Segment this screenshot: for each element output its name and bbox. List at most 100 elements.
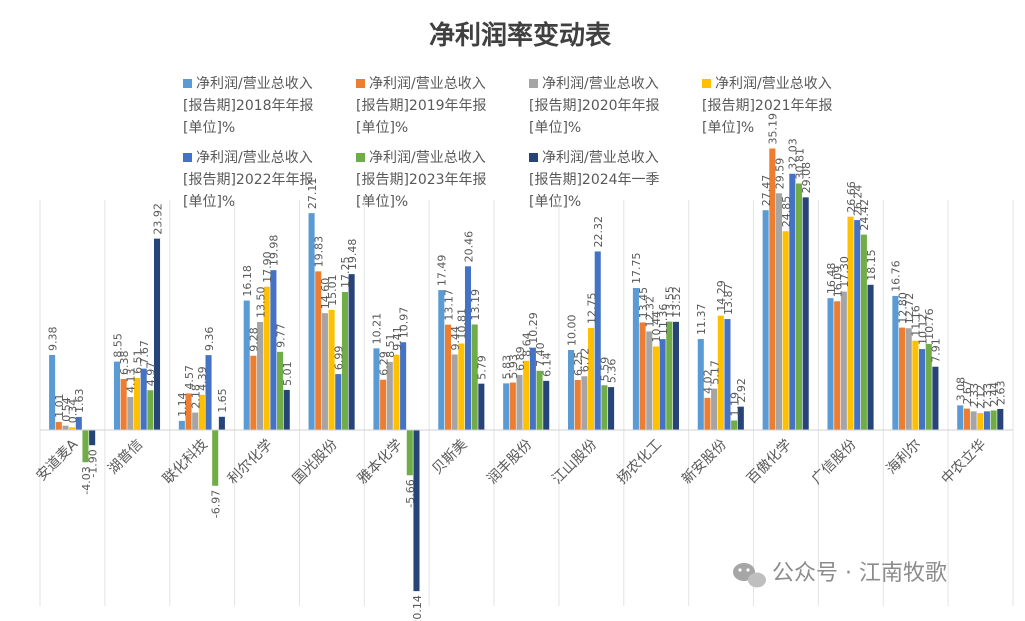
data-label: 7.40 [534, 342, 547, 367]
data-label: 2.92 [735, 378, 748, 403]
data-label: 23.92 [151, 203, 164, 235]
data-label: 26.24 [852, 185, 865, 217]
data-label: 19.83 [313, 236, 326, 268]
bar [717, 315, 724, 430]
legend-label: [单位]% [356, 194, 408, 210]
data-label: -5.66 [404, 479, 417, 507]
legend: 净利润/营业总收入 [报告期]2018年年报 [单位]% 净利润/营业总收入 [报告期]… [183, 76, 833, 210]
bar [731, 420, 738, 430]
data-label: 6.25 [572, 352, 585, 377]
bar [789, 173, 796, 430]
legend-label: [单位]% [356, 120, 408, 136]
bar [840, 291, 847, 430]
bar [646, 331, 653, 430]
bar [652, 346, 659, 430]
bar [892, 295, 899, 430]
bar [509, 382, 516, 430]
data-label: 13.19 [469, 289, 482, 321]
legend-label: [单位]% [183, 120, 235, 136]
data-label: 4.57 [183, 365, 196, 390]
category-label: 安道麦A [33, 436, 81, 484]
bar [308, 213, 315, 430]
data-label: 12.72 [903, 293, 916, 325]
data-label: 6.38 [118, 350, 131, 375]
data-label: 7.91 [930, 338, 943, 363]
legend-label: [报告期]2021年年报 [702, 98, 833, 114]
legend-item: 净利润/营业总收入 [报告期]2018年年报 [单位]% [183, 76, 314, 136]
data-label: 20.46 [462, 231, 475, 263]
bar [464, 266, 472, 430]
data-label: 13.55 [664, 286, 677, 318]
data-label: -6.97 [210, 490, 223, 518]
data-label: 2.18 [189, 384, 202, 409]
data-label: 10.29 [527, 312, 540, 344]
bar [69, 427, 76, 430]
data-label: 10.97 [397, 307, 410, 339]
bar [438, 290, 445, 430]
bar [82, 430, 89, 463]
legend-swatch [356, 79, 365, 88]
data-label: 30.81 [793, 148, 806, 180]
bar [62, 425, 69, 430]
bar [795, 183, 803, 430]
data-label: 5.17 [708, 360, 721, 385]
data-label: 1.19 [728, 392, 741, 417]
category-label: 新安股份 [679, 437, 730, 488]
legend-label: [报告期]2022年年报 [183, 172, 314, 188]
category-label: 海利尔 [884, 437, 925, 478]
data-label: 15.01 [326, 274, 339, 306]
bar [471, 324, 478, 430]
data-label: 0.54 [60, 397, 73, 422]
bar [672, 321, 679, 430]
bar [899, 327, 906, 430]
data-label: 13.45 [637, 287, 650, 319]
bar [919, 349, 926, 430]
bar [373, 348, 380, 430]
bar [543, 380, 550, 430]
bar [737, 406, 744, 430]
data-label: 6.29 [377, 351, 390, 376]
category-label: 联化科技 [160, 437, 211, 488]
data-label: 5.36 [605, 359, 618, 384]
data-label: 19.48 [346, 239, 359, 271]
bar [867, 284, 874, 430]
legend-label: [报告期]2019年年报 [356, 98, 487, 114]
bar [536, 370, 543, 430]
bar [905, 328, 912, 430]
bar [594, 251, 601, 430]
data-label: 12.80 [896, 292, 909, 324]
bar [192, 412, 199, 430]
bar [270, 270, 277, 430]
data-label: 2.33 [981, 383, 994, 408]
bar [983, 411, 990, 430]
legend-item: 净利润/营业总收入 [报告期]2021年年报 [单位]% [702, 76, 833, 136]
bar [990, 410, 997, 430]
legend-swatch [183, 153, 192, 162]
data-label: 13.17 [442, 289, 455, 321]
category-label: 利尔化学 [225, 437, 276, 488]
data-label: 18.15 [865, 249, 878, 281]
data-label: 16.48 [825, 263, 838, 295]
bar [574, 380, 581, 430]
data-label: 8.64 [521, 332, 534, 357]
bar [977, 413, 984, 430]
data-label: 22.32 [592, 216, 605, 248]
bar [704, 397, 711, 430]
data-label: 11.37 [695, 304, 708, 336]
bar [963, 408, 970, 430]
bar [321, 313, 328, 430]
legend-label: [报告期]2020年年报 [529, 98, 660, 114]
bar [997, 408, 1004, 430]
bar [198, 394, 205, 430]
bar [581, 376, 588, 430]
bar [277, 351, 284, 430]
bar [89, 430, 96, 446]
data-label: 10.00 [565, 315, 578, 347]
legend-swatch [529, 79, 538, 88]
bar [147, 390, 154, 430]
legend-label: 净利润/营业总收入 [369, 76, 486, 92]
bar [516, 374, 523, 430]
data-label: 6.99 [333, 346, 346, 371]
bar [802, 197, 809, 430]
bar [250, 355, 257, 430]
